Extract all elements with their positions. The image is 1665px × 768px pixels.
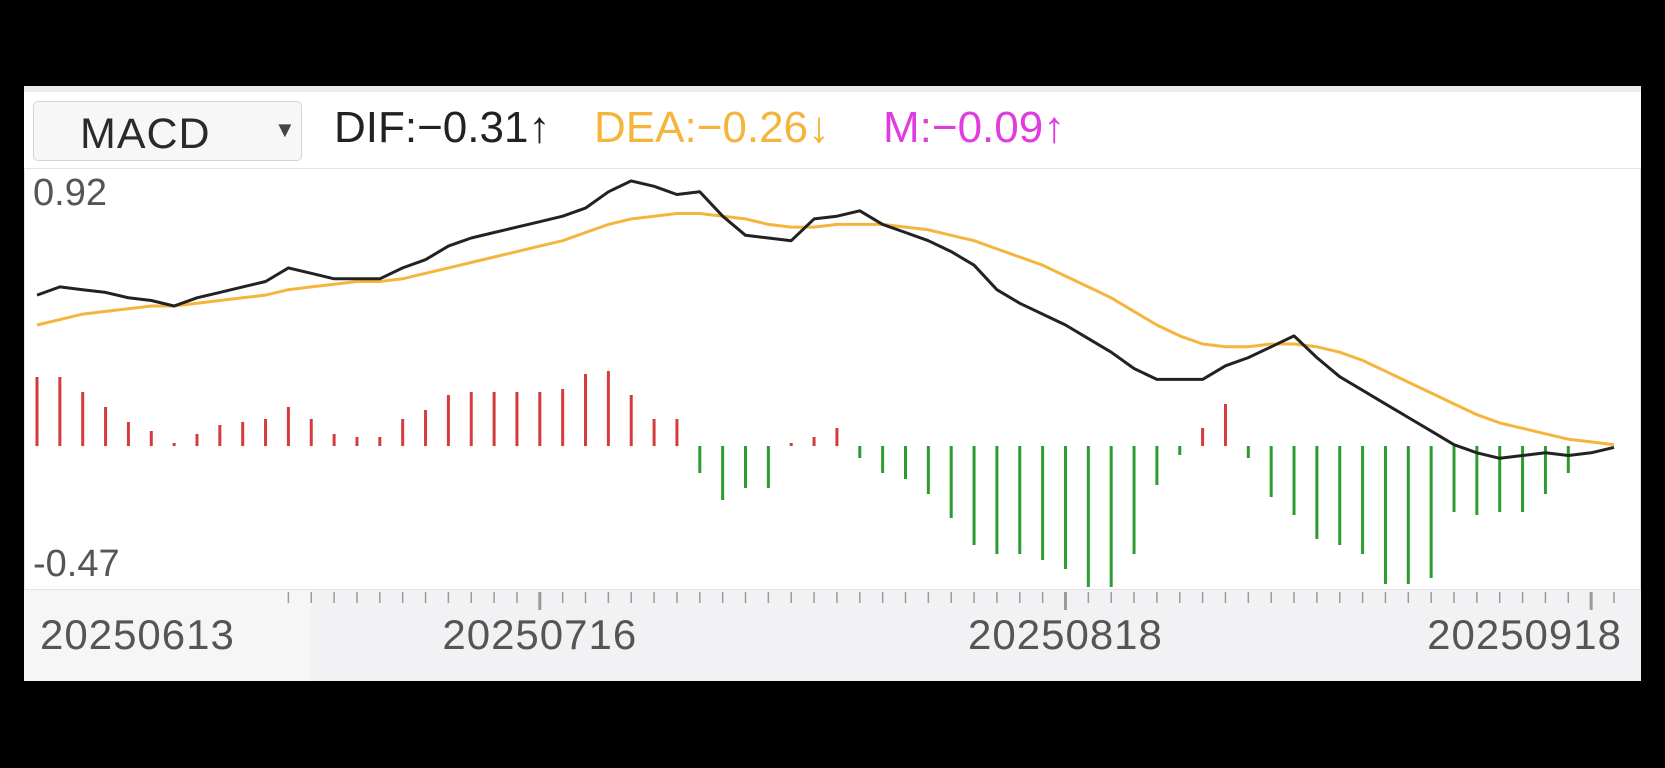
indicator-selector[interactable]: MACD ▼	[33, 101, 302, 161]
chevron-down-icon: ▼	[274, 117, 296, 142]
arrow-up-icon: ↑	[528, 103, 551, 152]
x-axis-date-label: 20250918	[1427, 611, 1622, 658]
arrow-down-icon: ↓	[808, 103, 831, 152]
panel-top-divider	[24, 86, 1641, 92]
dif-line	[36, 179, 1615, 460]
dea-line	[36, 212, 1615, 447]
legend-dea-value: DEA:−0.26	[594, 103, 809, 152]
y-axis-min-label: -0.47	[33, 543, 120, 585]
x-axis-date-label: 20250716	[442, 611, 637, 658]
macd-plot-area[interactable]	[24, 168, 1641, 590]
x-axis-date-label: 20250818	[968, 611, 1163, 658]
x-axis-strip-left	[24, 590, 311, 681]
arrow-up-icon: ↑	[1043, 103, 1066, 152]
legend-dif-value: DIF:−0.31	[334, 103, 529, 152]
legend-dea: DEA:−0.26↓	[594, 103, 830, 159]
x-axis-date-label: 20250613	[40, 611, 235, 658]
legend-dif: DIF:−0.31↑	[334, 103, 550, 159]
y-axis-max-label: 0.92	[33, 172, 107, 214]
indicator-selector-label: MACD	[80, 110, 211, 158]
legend-m: M:−0.09↑	[883, 103, 1065, 159]
legend-m-value: M:−0.09	[883, 103, 1044, 152]
